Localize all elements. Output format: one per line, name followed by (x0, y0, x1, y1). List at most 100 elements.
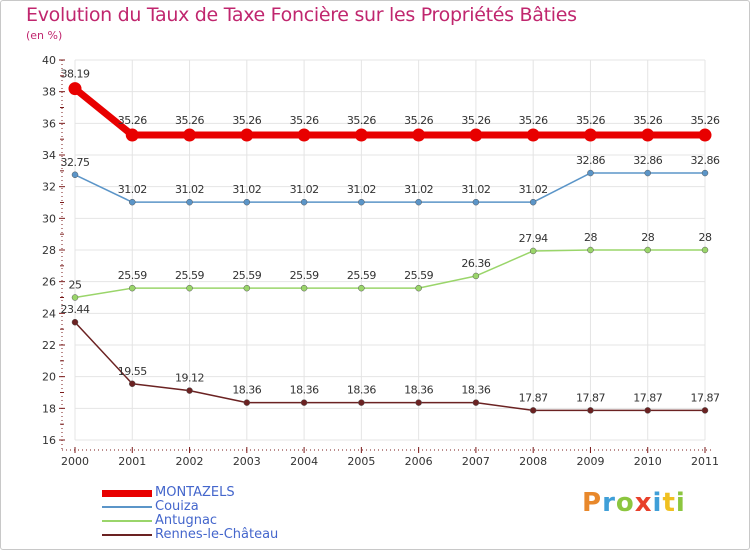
data-point (587, 246, 594, 254)
x-tick-label: 2005 (347, 455, 375, 468)
chart-unit-label: (en %) (26, 29, 63, 42)
x-tick-label: 2011 (691, 455, 719, 468)
data-point (240, 128, 254, 142)
data-label: 19.55 (118, 365, 147, 378)
data-label: 31.02 (118, 183, 147, 196)
data-label: 32.75 (61, 156, 90, 169)
y-tick-label: 32 (42, 181, 56, 194)
series-montazels (68, 82, 712, 142)
logo-letter: t (662, 488, 676, 518)
data-label: 28 (584, 231, 597, 244)
data-point (186, 284, 193, 292)
data-label: 35.26 (576, 114, 605, 127)
data-label: 25.59 (290, 269, 319, 282)
data-label: 35.26 (175, 114, 204, 127)
data-label: 35.26 (461, 114, 490, 127)
data-point (526, 128, 540, 142)
data-label: 17.87 (633, 391, 662, 404)
legend-item: MONTAZELS (100, 486, 320, 500)
x-tick-label: 2010 (634, 455, 662, 468)
data-label: 32.86 (633, 154, 662, 167)
y-tick-label: 20 (42, 371, 56, 384)
x-tick-label: 2004 (290, 455, 318, 468)
data-point (644, 246, 651, 254)
data-point (125, 128, 139, 142)
data-point (129, 198, 136, 206)
data-label: 38.19 (61, 68, 90, 81)
data-point (186, 387, 193, 394)
logo-letter: i (652, 488, 663, 518)
logo-letter: r (602, 488, 616, 518)
data-label: 19.12 (175, 372, 204, 385)
data-point (71, 318, 79, 326)
data-label: 25 (69, 279, 82, 292)
x-tick-label: 2000 (61, 455, 89, 468)
data-label: 25.59 (404, 269, 433, 282)
data-label: 31.02 (290, 183, 319, 196)
legend-label: Antugnac (155, 513, 218, 528)
data-point (469, 128, 483, 142)
data-label: 31.02 (461, 183, 490, 196)
series-antugnac (71, 246, 709, 301)
data-point (297, 128, 311, 142)
data-point (472, 399, 480, 406)
data-point (358, 399, 365, 406)
legend-item: Antugnac (100, 514, 320, 528)
data-label: 26.36 (461, 257, 490, 270)
data-point (698, 128, 712, 142)
data-label: 18.36 (347, 384, 376, 397)
data-label: 31.02 (175, 183, 204, 196)
data-label: 17.87 (691, 391, 720, 404)
chart-title: Evolution du Taux de Taxe Foncière sur l… (26, 4, 577, 26)
legend-label: Couiza (155, 499, 199, 514)
data-point (644, 169, 651, 177)
data-label: 32.86 (576, 154, 605, 167)
x-tick-label: 2009 (576, 455, 604, 468)
data-point (472, 272, 480, 280)
data-point (358, 198, 365, 206)
data-label: 18.36 (290, 384, 319, 397)
logo-letter: i (675, 488, 686, 518)
data-point (300, 399, 308, 406)
data-point (701, 246, 709, 254)
data-point (583, 128, 597, 142)
data-label: 17.87 (576, 391, 605, 404)
y-tick-label: 34 (42, 149, 56, 162)
x-tick-label: 2001 (118, 455, 146, 468)
data-point (641, 128, 655, 142)
data-point (300, 284, 308, 292)
data-point (412, 128, 426, 142)
data-label: 35.26 (404, 114, 433, 127)
data-point (243, 198, 251, 206)
data-point (472, 198, 480, 206)
data-point (587, 169, 594, 177)
data-point (358, 284, 365, 292)
y-tick-label: 22 (42, 339, 56, 352)
series-couiza (71, 169, 709, 206)
series-line (74, 249, 705, 299)
data-label: 35.26 (691, 114, 720, 127)
data-label: 17.87 (519, 391, 548, 404)
x-tick-label: 2003 (233, 455, 261, 468)
y-tick-label: 18 (42, 402, 56, 415)
data-label: 18.36 (232, 384, 261, 397)
logo-letter: P (582, 488, 603, 518)
legend-swatch (102, 490, 152, 497)
y-tick-label: 40 (42, 54, 56, 67)
data-point (701, 169, 709, 177)
data-point (644, 407, 651, 414)
data-point (701, 407, 709, 414)
y-tick-label: 16 (42, 434, 56, 447)
logo-letter: x (634, 488, 653, 518)
data-label: 35.26 (633, 114, 662, 127)
data-point (300, 198, 308, 206)
x-tick-label: 2007 (462, 455, 490, 468)
data-label: 18.36 (404, 384, 433, 397)
data-point (183, 128, 197, 142)
series-line (74, 172, 705, 203)
data-point (186, 198, 193, 206)
data-point (354, 128, 368, 142)
data-label: 31.02 (404, 183, 433, 196)
data-label: 25.59 (118, 269, 147, 282)
data-point (587, 407, 594, 414)
